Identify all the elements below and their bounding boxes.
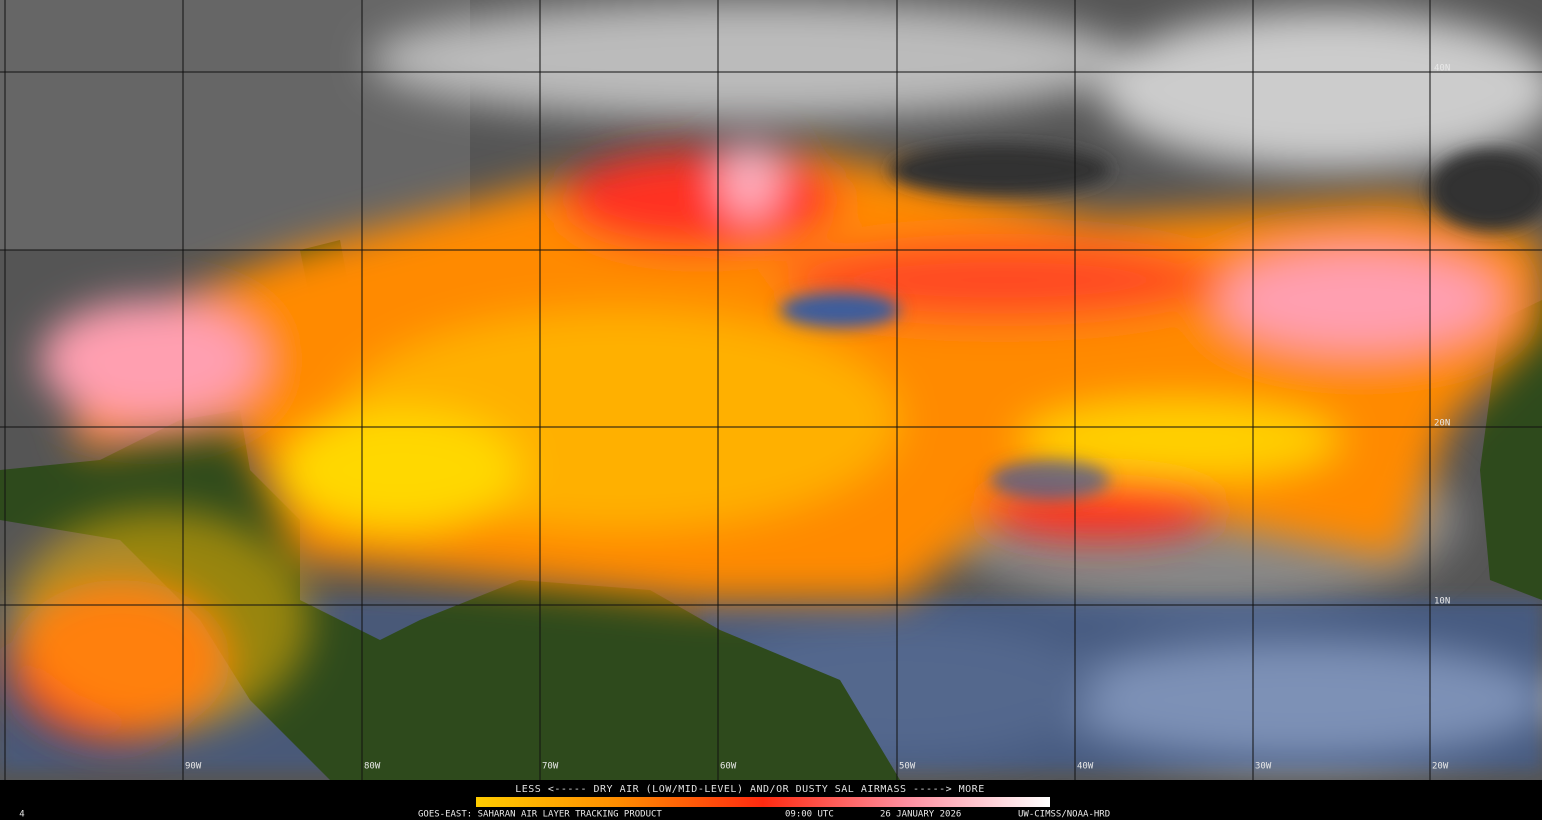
product-name: GOES-EAST: SAHARAN AIR LAYER TRACKING PR… [418, 810, 662, 820]
time: 09:00 UTC [785, 810, 834, 820]
longitude-label: 80W [364, 762, 381, 772]
longitude-label: 40W [1077, 762, 1094, 772]
latitude-label: 20N [1434, 419, 1450, 429]
lat-lon-grid: 40N 20N 10N 90W 80W 70W 60W 50W 40W 30W 20W [0, 0, 1542, 780]
latitude-label: 40N [1434, 64, 1450, 74]
color-scale [476, 797, 1050, 807]
moist-patches [780, 145, 1542, 500]
longitude-label: 90W [185, 762, 202, 772]
date: 26 JANUARY 2026 [880, 810, 961, 820]
imagery [0, 0, 1542, 780]
sal-airmass [10, 140, 1542, 740]
longitude-label: 60W [720, 762, 737, 772]
legend-label: LESS <----- DRY AIR (LOW/MID-LEVEL) AND/… [515, 784, 984, 795]
longitude-label: 20W [1432, 762, 1449, 772]
longitude-label: 50W [899, 762, 916, 772]
credit: UW-CIMSS/NOAA-HRD [1018, 810, 1110, 820]
longitude-label: 70W [542, 762, 559, 772]
longitude-label: 30W [1255, 762, 1272, 772]
latitude-label: 10N [1434, 597, 1450, 607]
corner-mark: 4 [19, 810, 24, 820]
